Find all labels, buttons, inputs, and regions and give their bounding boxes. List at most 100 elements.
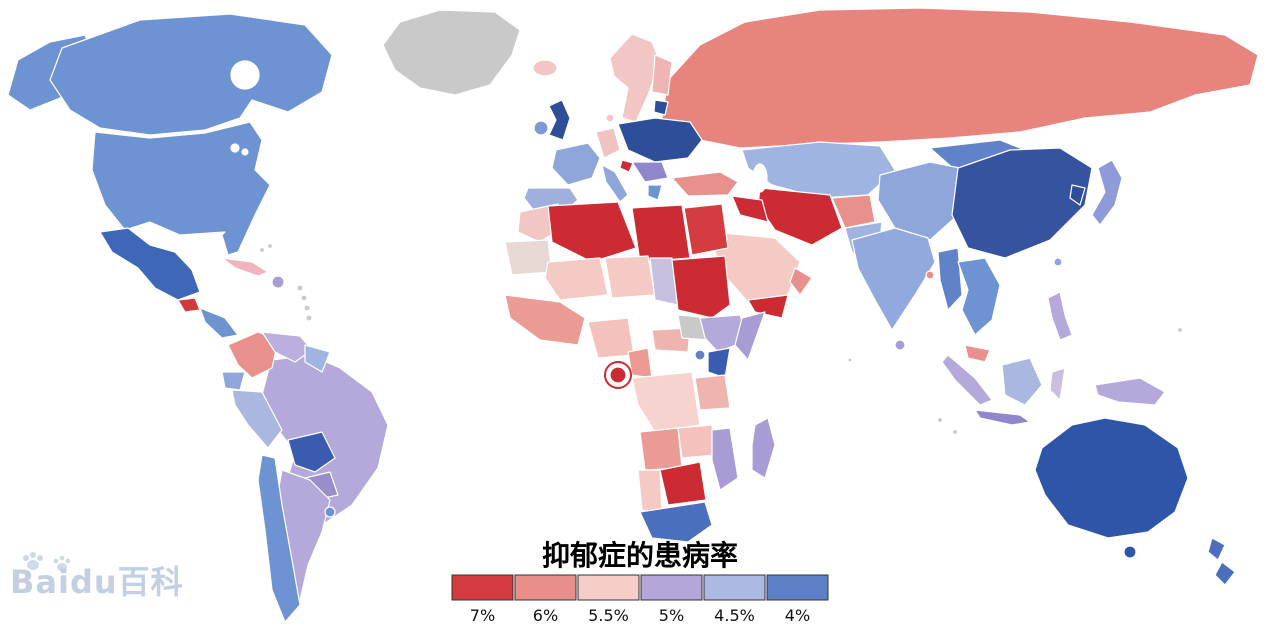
region-denmark [605, 113, 615, 123]
region-niger [604, 255, 656, 299]
legend-swatch-5 [640, 574, 703, 601]
legend-label: 6% [532, 606, 559, 625]
region-south-africa [639, 501, 713, 543]
region-afghanistan [831, 194, 876, 229]
region-drc [631, 371, 701, 433]
region-japan [1091, 159, 1123, 226]
legend-swatch-5-5 [577, 574, 640, 601]
region-tasmania [1123, 545, 1137, 559]
region-central-america [199, 307, 239, 339]
baidu-baike-watermark: Baidu百科 [10, 566, 184, 598]
region-new-guinea [1094, 377, 1166, 406]
region-new-zealand-north [1207, 537, 1226, 561]
legend-swatch-4-5 [703, 574, 766, 601]
region-uk [548, 99, 571, 141]
island-dot [1176, 326, 1184, 334]
region-china-west [877, 161, 961, 241]
region-kenya [707, 347, 731, 379]
region-germany [595, 127, 621, 159]
region-algeria [547, 201, 637, 263]
region-china-east [951, 147, 1093, 259]
region-korea [1069, 184, 1086, 206]
legend-swatch-6 [514, 574, 577, 601]
region-namibia [637, 469, 663, 513]
region-usa [91, 121, 271, 256]
region-turkey [671, 171, 739, 197]
region-venezuela [261, 331, 313, 363]
region-philippines [1047, 291, 1073, 341]
region-myanmar [937, 247, 963, 311]
region-greece [647, 184, 663, 201]
region-sudan [671, 255, 731, 319]
region-borneo [1001, 357, 1043, 406]
caspian-sea [752, 163, 768, 193]
region-gabon-ring [604, 361, 632, 389]
region-baltics [653, 99, 669, 116]
island-dot [305, 314, 313, 322]
region-bolivia [287, 431, 336, 473]
region-iraq [731, 195, 769, 223]
legend-label: 5.5% [588, 606, 629, 625]
legend-swatches [451, 574, 829, 601]
great-lake [230, 143, 240, 153]
region-central-african-republic [651, 327, 691, 353]
region-greenland [382, 9, 521, 96]
region-ireland [533, 120, 549, 136]
region-peru [231, 389, 283, 449]
region-egypt [683, 203, 729, 256]
region-iceland [532, 59, 558, 77]
region-indochina [957, 257, 1001, 336]
region-eastern-europe [617, 117, 703, 163]
region-iran [757, 187, 843, 246]
legend-label: 4.5% [714, 606, 755, 625]
legend-label: 5% [658, 606, 685, 625]
region-finland [651, 54, 673, 96]
region-italy [601, 164, 629, 203]
region-yemen [747, 294, 789, 319]
island-dot [303, 304, 311, 312]
region-hispaniola [271, 275, 285, 289]
legend-label: 4% [784, 606, 811, 625]
region-sri-lanka [894, 339, 906, 351]
legend-swatch-7 [451, 574, 514, 601]
region-cuba [221, 257, 269, 277]
legend-labels: 7% 6% 5.5% 5% 4.5% 4% [451, 606, 829, 625]
island-dot [847, 357, 853, 363]
region-tanzania [694, 374, 731, 411]
region-uganda [694, 349, 706, 361]
region-oman [789, 267, 813, 296]
region-sumatra [941, 354, 993, 406]
island-dot [300, 294, 308, 302]
region-west-africa [504, 294, 586, 346]
region-balkans [631, 161, 669, 183]
island-dot [258, 246, 266, 254]
region-gabon [609, 366, 627, 384]
island-dot [266, 242, 274, 250]
island-dot [296, 284, 304, 292]
watermark-text: Baidu百科 [10, 563, 184, 601]
map-title: 抑郁症的患病率 [541, 539, 739, 572]
region-java [974, 409, 1031, 426]
black-sea [683, 158, 707, 172]
region-guyanas [304, 344, 331, 373]
region-malaysia [964, 344, 991, 363]
legend: 7% 6% 5.5% 5% 4.5% 4% [451, 574, 829, 625]
hudson-bay [230, 60, 260, 90]
great-lake [241, 148, 249, 156]
baidu-paw-icon [23, 552, 71, 571]
region-russia [661, 7, 1259, 149]
region-bangladesh [925, 270, 935, 280]
region-nigeria [587, 317, 635, 359]
region-chile [257, 454, 301, 623]
region-zambia [677, 424, 716, 459]
region-guatemala [177, 297, 201, 313]
island-dot [936, 416, 944, 424]
region-uruguay [324, 506, 336, 518]
region-new-zealand-south [1214, 561, 1236, 586]
region-france [551, 142, 601, 186]
region-mali [544, 257, 609, 301]
region-india [851, 227, 936, 331]
region-mauritania [504, 239, 553, 276]
